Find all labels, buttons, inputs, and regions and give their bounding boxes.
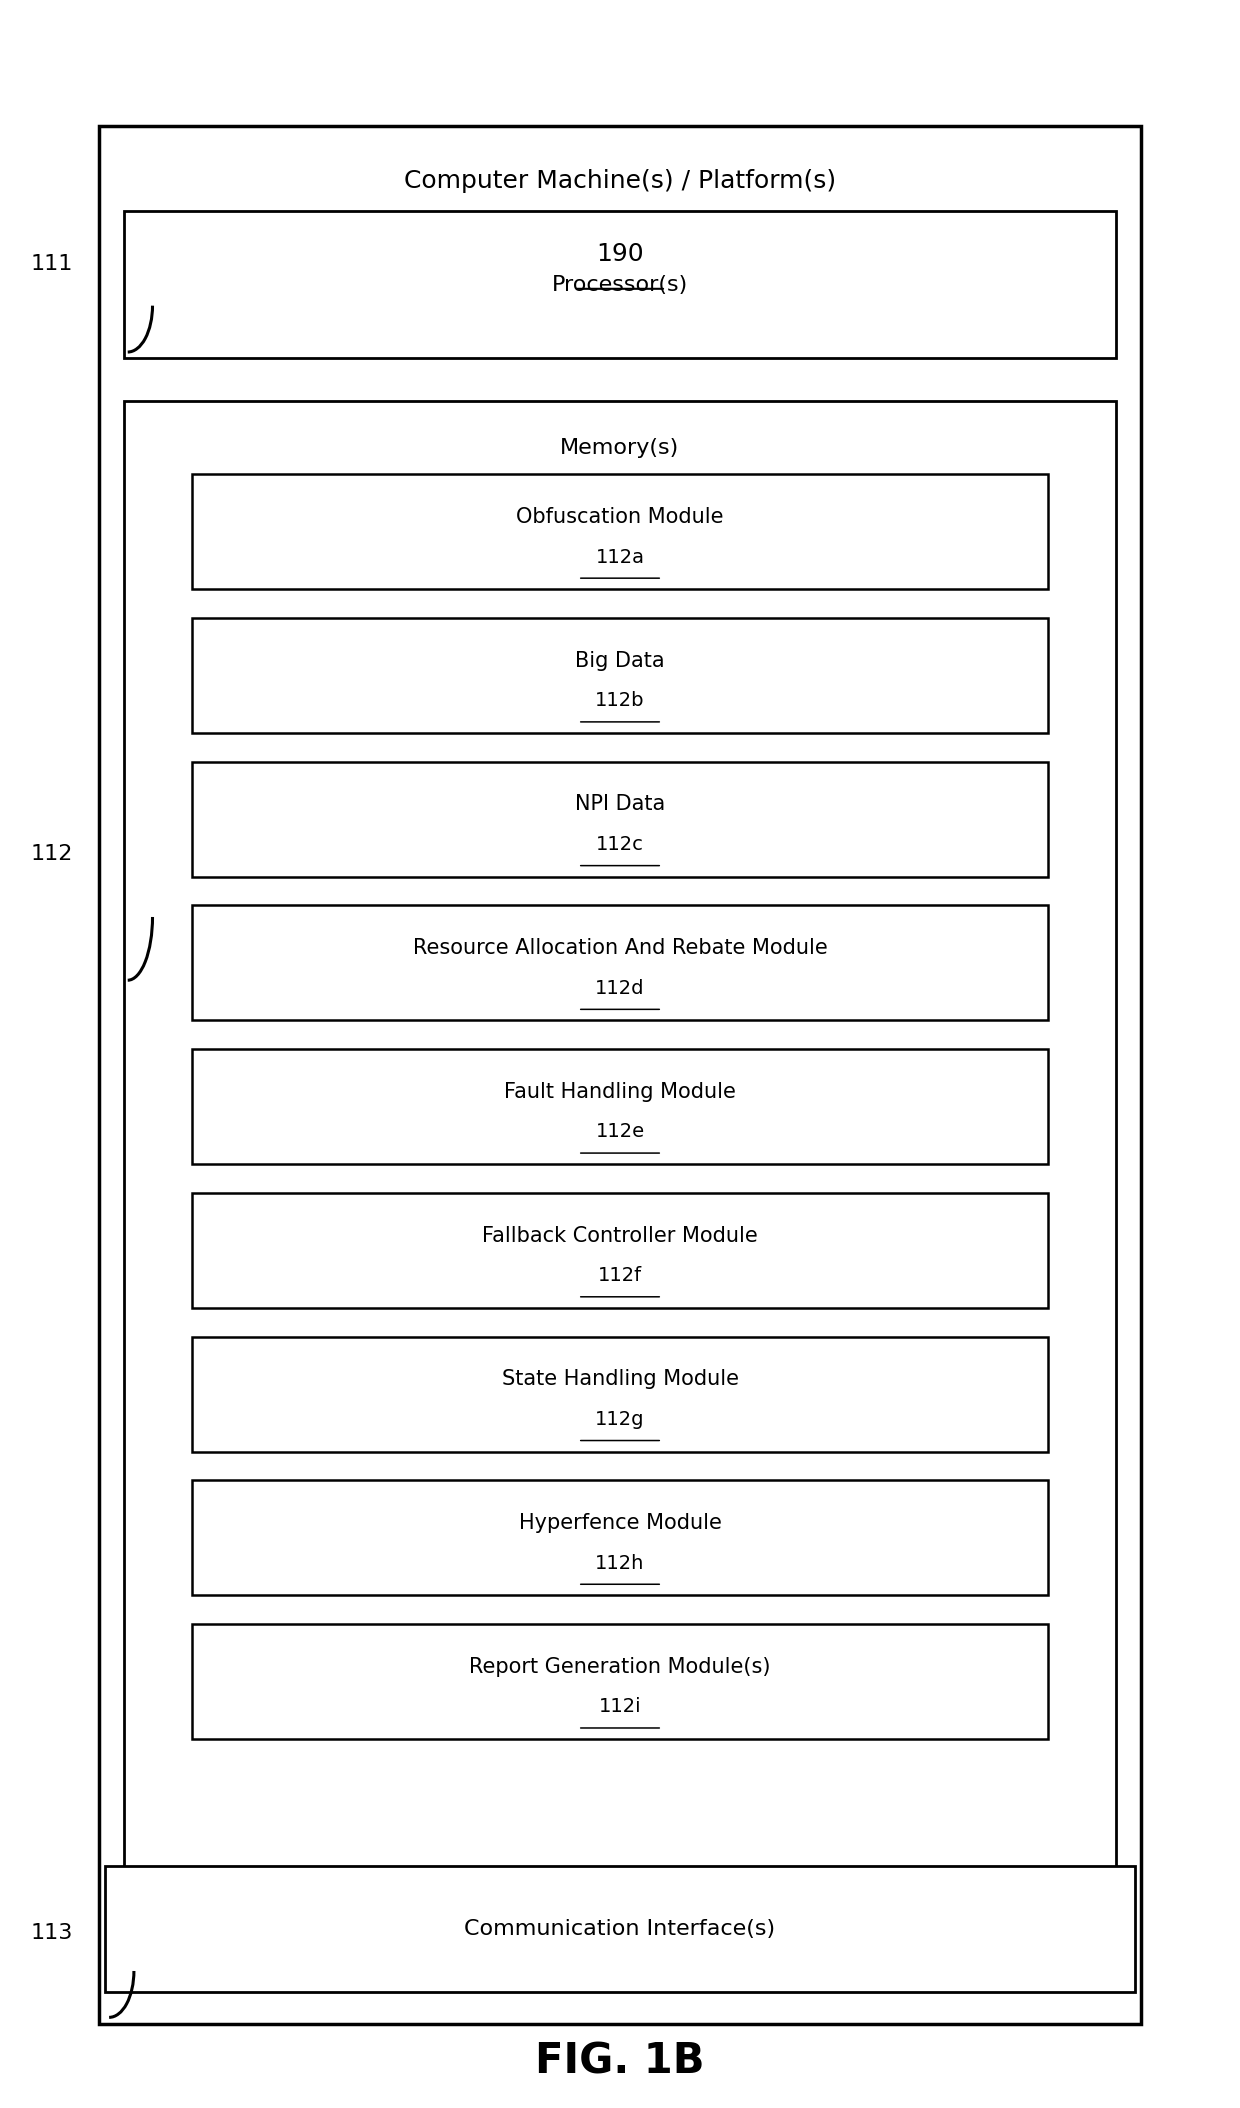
FancyBboxPatch shape — [192, 906, 1048, 1020]
Text: 112f: 112f — [598, 1267, 642, 1286]
Text: Processor(s): Processor(s) — [552, 274, 688, 295]
Text: Fallback Controller Module: Fallback Controller Module — [482, 1225, 758, 1246]
Text: Communication Interface(s): Communication Interface(s) — [465, 1918, 775, 1939]
Text: 113: 113 — [31, 1922, 73, 1944]
FancyBboxPatch shape — [192, 1050, 1048, 1164]
Text: 112a: 112a — [595, 548, 645, 567]
Text: Resource Allocation And Rebate Module: Resource Allocation And Rebate Module — [413, 938, 827, 959]
Text: 112e: 112e — [595, 1121, 645, 1143]
Text: 111: 111 — [31, 253, 73, 274]
Text: 112b: 112b — [595, 691, 645, 710]
FancyBboxPatch shape — [124, 211, 1116, 358]
FancyBboxPatch shape — [192, 1193, 1048, 1307]
FancyBboxPatch shape — [192, 1336, 1048, 1452]
FancyBboxPatch shape — [192, 761, 1048, 877]
FancyBboxPatch shape — [124, 401, 1116, 1876]
FancyBboxPatch shape — [192, 1480, 1048, 1596]
Text: Hyperfence Module: Hyperfence Module — [518, 1514, 722, 1533]
FancyBboxPatch shape — [105, 1866, 1135, 1992]
Text: Memory(s): Memory(s) — [560, 438, 680, 457]
Text: 112: 112 — [31, 843, 73, 864]
Text: 112d: 112d — [595, 978, 645, 997]
Text: Fault Handling Module: Fault Handling Module — [505, 1081, 735, 1102]
FancyBboxPatch shape — [192, 1623, 1048, 1739]
Text: 112c: 112c — [596, 835, 644, 854]
FancyBboxPatch shape — [99, 126, 1141, 2024]
FancyBboxPatch shape — [192, 474, 1048, 590]
Text: Big Data: Big Data — [575, 651, 665, 670]
Text: 112h: 112h — [595, 1554, 645, 1573]
Text: Obfuscation Module: Obfuscation Module — [516, 508, 724, 527]
FancyBboxPatch shape — [192, 618, 1048, 734]
Text: Report Generation Module(s): Report Generation Module(s) — [469, 1657, 771, 1676]
Text: 190: 190 — [596, 242, 644, 266]
Text: Computer Machine(s) / Platform(s): Computer Machine(s) / Platform(s) — [404, 169, 836, 192]
Text: FIG. 1B: FIG. 1B — [536, 2041, 704, 2083]
Text: 112g: 112g — [595, 1410, 645, 1429]
Text: NPI Data: NPI Data — [575, 795, 665, 814]
Text: 112i: 112i — [599, 1697, 641, 1716]
Text: State Handling Module: State Handling Module — [501, 1370, 739, 1389]
